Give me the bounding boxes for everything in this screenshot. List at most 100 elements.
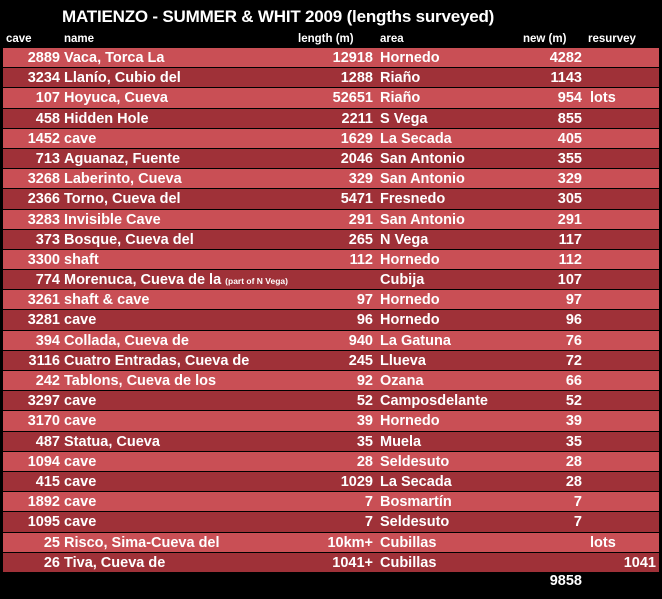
- cave-name-cell: cave: [64, 453, 97, 470]
- area-cell: Muela: [380, 433, 422, 450]
- row-background: [3, 108, 659, 128]
- length-cell: 2046: [340, 150, 373, 167]
- row-background: [3, 88, 659, 108]
- table-row: 1094 cave 28 Seldesuto 28: [0, 451, 662, 472]
- table-row: 2366 Torno, Cueva del 5471 Fresnedo 305: [0, 189, 662, 210]
- cave-name-cell: Collada, Cueva de: [64, 332, 189, 349]
- area-cell: Bosmartín: [380, 494, 452, 511]
- cave-number-cell: 394: [35, 332, 60, 349]
- cave-name-cell: cave: [64, 130, 97, 147]
- cave-name-cell: Tiva, Cueva de: [64, 554, 166, 571]
- row-background: [3, 249, 659, 270]
- cave-name-cell: Llanío, Cubio del: [64, 70, 181, 87]
- new-length-cell: 954: [557, 90, 582, 107]
- length-cell: 35: [356, 433, 373, 450]
- length-cell: 52651: [332, 90, 373, 107]
- cave-number-cell: 3170: [27, 413, 60, 430]
- cave-number-cell: 1452: [27, 130, 60, 147]
- area-cell: Fresnedo: [380, 191, 446, 208]
- cave-number-cell: 3297: [27, 393, 60, 410]
- new-length-cell: 72: [565, 352, 582, 369]
- cave-name-cell: cave: [64, 494, 97, 511]
- area-cell: Hornedo: [380, 292, 440, 309]
- new-length-cell: 291: [557, 211, 582, 228]
- table-row: 26 Tiva, Cueva de 1041+ Cubillas 1041: [0, 552, 662, 573]
- row-background: [3, 391, 659, 411]
- table-row: 3261 shaft & cave 97 Hornedo 97: [0, 290, 662, 311]
- cave-number-cell: 3116: [28, 352, 60, 369]
- cave-number-cell: 3283: [27, 211, 60, 228]
- cave-name-cell: Risco, Sima-Cueva del: [64, 534, 220, 551]
- length-cell: 1629: [340, 130, 373, 147]
- column-header-new: new (m): [523, 33, 567, 45]
- row-background: [3, 350, 659, 370]
- length-cell: 265: [348, 231, 373, 248]
- cave-number-cell: 3300: [27, 251, 60, 268]
- cave-name-cell: Invisible Cave: [64, 211, 161, 228]
- length-cell: 52: [356, 393, 373, 410]
- new-length-cell: 7: [573, 494, 582, 511]
- table-row: 3283 Invisible Cave 291 San Antonio 291: [0, 209, 662, 230]
- area-cell: Hornedo: [380, 413, 440, 430]
- cave-number-cell: 3268: [27, 171, 60, 188]
- length-cell: 291: [348, 211, 373, 228]
- row-background: [3, 48, 659, 68]
- cave-name-cell: Morenuca, Cueva de la (part of N Vega): [64, 270, 288, 291]
- cave-number-cell: 107: [35, 90, 60, 107]
- table-row: 373 Bosque, Cueva del 265 N Vega 117: [0, 229, 662, 250]
- cave-name-cell: Torno, Cueva del: [64, 191, 181, 208]
- new-length-cell: 305: [557, 191, 582, 208]
- cave-name-cell: Hoyuca, Cueva: [64, 90, 168, 107]
- new-length-cell: 96: [565, 312, 582, 329]
- new-length-cell: 66: [565, 373, 582, 389]
- area-cell: Hornedo: [380, 251, 440, 268]
- length-cell: 1288: [340, 70, 373, 87]
- area-cell: Camposdelante: [380, 393, 488, 410]
- resurvey-cell: lots: [590, 90, 616, 107]
- table-row: 3268 Laberinto, Cueva 329 San Antonio 329: [0, 169, 662, 190]
- cave-name-cell: Tablons, Cueva de los: [64, 373, 217, 389]
- page-title: MATIENZO - SUMMER & WHIT 2009 (lengths s…: [62, 7, 495, 26]
- length-cell: 329: [348, 171, 373, 188]
- new-length-cell: 28: [565, 453, 582, 470]
- area-cell: San Antonio: [380, 171, 465, 188]
- cave-name-cell: cave: [64, 393, 97, 410]
- area-cell: San Antonio: [380, 150, 465, 167]
- new-length-cell: 855: [557, 110, 582, 127]
- length-cell: 2211: [341, 110, 373, 127]
- row-background: [3, 492, 659, 512]
- row-background: [3, 471, 659, 492]
- table-row: 3281 cave 96 Hornedo 96: [0, 310, 662, 331]
- table-row: 2889 Vaca, Torca La 12918 Hornedo 4282: [0, 48, 662, 69]
- row-background: [3, 532, 659, 552]
- column-header-resurvey: resurvey: [588, 33, 636, 45]
- area-cell: La Gatuna: [380, 332, 451, 349]
- length-cell: 1029: [340, 473, 373, 490]
- cave-number-cell: 242: [35, 373, 60, 389]
- area-cell: N Vega: [380, 231, 429, 248]
- cave-name-note: (part of N Vega): [225, 276, 288, 287]
- cave-number-cell: 1095: [27, 514, 60, 531]
- table-row: 458 Hidden Hole 2211 S Vega 855: [0, 108, 662, 129]
- length-cell: 245: [348, 352, 373, 369]
- cave-number-cell: 713: [35, 150, 60, 167]
- row-background: [3, 189, 659, 209]
- area-cell: Hornedo: [380, 50, 440, 66]
- cave-number-cell: 1892: [27, 494, 60, 511]
- cave-number-cell: 3261: [27, 292, 60, 309]
- length-cell: 97: [356, 292, 373, 309]
- new-length-cell: 112: [558, 251, 582, 268]
- cave-name-cell: Aguanaz, Fuente: [64, 150, 181, 167]
- new-length-cell: 329: [557, 171, 582, 188]
- row-background: [3, 148, 659, 169]
- row-background: [3, 209, 659, 229]
- length-cell: 5471: [340, 191, 373, 208]
- column-header-cave: cave: [6, 33, 32, 45]
- new-length-cell: 405: [557, 130, 582, 147]
- row-background: [3, 431, 659, 451]
- table-row: 415 cave 1029 La Secada 28: [0, 471, 662, 493]
- length-cell: 1041+: [332, 554, 373, 571]
- new-length-cell: 107: [557, 272, 582, 289]
- cave-number-cell: 458: [35, 110, 60, 127]
